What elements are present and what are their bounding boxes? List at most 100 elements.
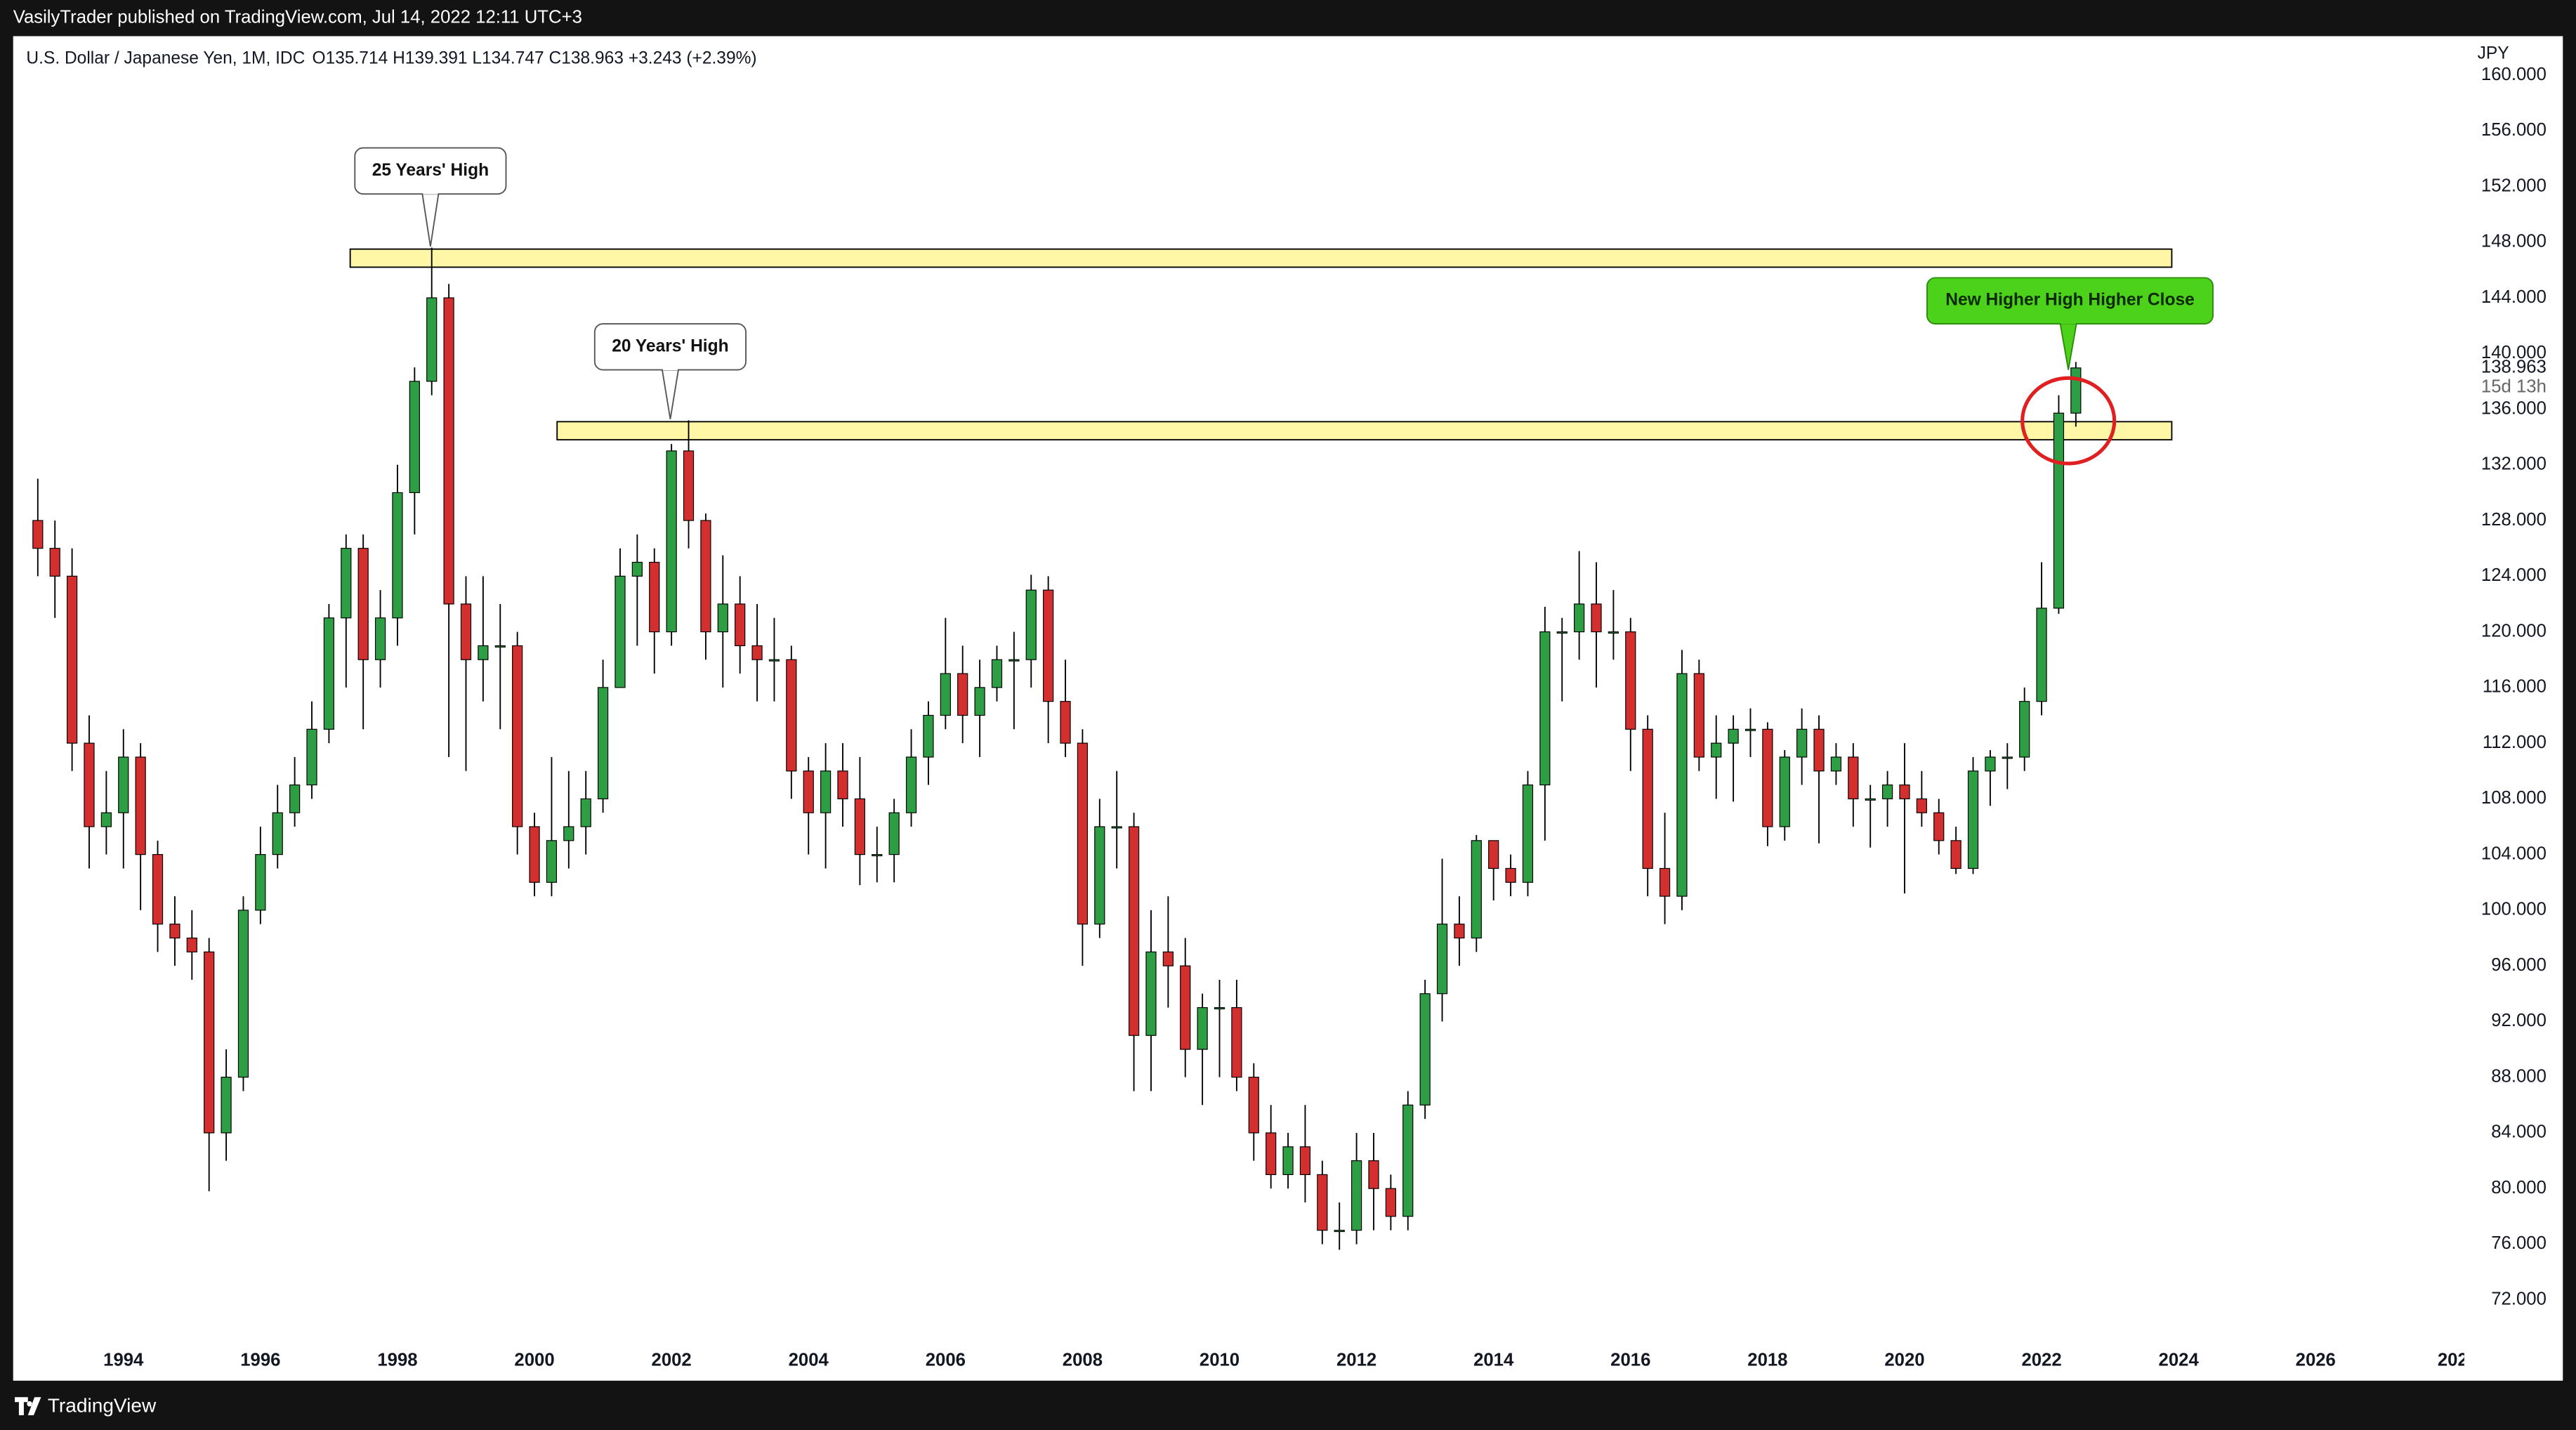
candle-body (923, 714, 934, 758)
candle-body (255, 854, 266, 911)
candle-body (631, 561, 643, 577)
candle-body (1505, 867, 1516, 883)
candle-body (169, 924, 180, 939)
price-axis: 72.000 76.000 80.000 84.000 88.000 92.000 96.0… (2481, 65, 2547, 1309)
x-tick-label: 2024 (2159, 1351, 2200, 1370)
x-tick-label: 2006 (926, 1351, 966, 1370)
x-tick-label: 1994 (103, 1351, 144, 1370)
candle-body (1197, 1007, 1208, 1050)
candle-body (1351, 1160, 1362, 1231)
zone (556, 421, 2173, 441)
candle-body (683, 450, 695, 521)
y-tick-label: 156.000 (2481, 120, 2547, 140)
candle-body (991, 659, 1003, 688)
symbol-title: U.S. Dollar / Japanese Yen, 1M, IDC (26, 49, 305, 68)
candle-body (1830, 756, 1842, 772)
y-tick-label: 144.000 (2481, 287, 2547, 307)
candle-body (306, 728, 317, 786)
candle-body (1248, 1077, 1259, 1134)
candle-body (152, 854, 164, 925)
y-tick-label: 148.000 (2481, 232, 2547, 251)
candle-body (221, 1077, 232, 1134)
candle-body (1334, 1230, 1345, 1233)
candle-body (1162, 951, 1174, 966)
candle-body (751, 645, 763, 660)
candle-body (1539, 631, 1551, 786)
candle-body (426, 297, 438, 382)
candle-body (1574, 603, 1585, 633)
candle-body (100, 812, 112, 827)
candle-body (563, 826, 574, 841)
x-tick-label: 2022 (2021, 1351, 2061, 1370)
y-tick-label: 136.000 (2481, 398, 2547, 418)
x-tick-label: 202 (2438, 1351, 2468, 1370)
candle-body (494, 645, 506, 648)
candle-body (940, 673, 951, 716)
candle-body (1025, 589, 1037, 660)
candle-body (957, 673, 968, 716)
candle-body (717, 603, 728, 633)
y-tick-label: 88.000 (2491, 1066, 2547, 1086)
callout-text: 25 Years' High (372, 161, 489, 180)
y-tick-label: 132.000 (2481, 454, 2547, 474)
candle-body (1556, 631, 1568, 634)
candle-body (1985, 756, 1996, 772)
candle-body (854, 798, 865, 855)
candle-body (1693, 673, 1704, 758)
publisher: VasilyTrader published on TradingView.co… (13, 8, 582, 27)
y-tick-label: 84.000 (2491, 1122, 2547, 1142)
candle-body (1779, 756, 1790, 827)
candle-body (837, 770, 848, 799)
y-tick-label: 72.000 (2491, 1290, 2547, 1309)
candle-body (1659, 867, 1671, 897)
y-tick-label: 160.000 (2481, 65, 2547, 84)
candle-body (1848, 756, 1859, 799)
candle-body (1077, 742, 1089, 925)
candle-body (341, 548, 352, 619)
x-tick-label: 2018 (1747, 1351, 1787, 1370)
candle-body (700, 520, 711, 633)
candle-body (1488, 840, 1499, 870)
y-tick-label: 140.000 (2481, 343, 2547, 362)
candle-body (1128, 826, 1140, 1036)
y-tick-label: 80.000 (2491, 1178, 2547, 1198)
x-tick-label: 2014 (1473, 1351, 1514, 1370)
candle-body (1881, 784, 1893, 799)
candle-body (84, 742, 95, 827)
candle-body (478, 645, 489, 660)
candle-body (1865, 798, 1876, 801)
y-tick-label: 100.000 (2481, 900, 2547, 919)
candle-body (1744, 728, 1756, 731)
candle-body (872, 854, 883, 857)
plot: 1994 1996 1998 2000 2002 2004 2006 2008 2010 2012… (32, 247, 2468, 1370)
y-tick-label: 76.000 (2491, 1233, 2547, 1253)
y-tick-label: 116.000 (2483, 677, 2547, 697)
brand: TradingView (48, 1395, 157, 1417)
candle-body (1796, 728, 1808, 758)
y-tick-label: 112.000 (2483, 733, 2547, 752)
candle-body (135, 756, 146, 855)
candle-body (1591, 603, 1602, 633)
annotations: 25 Years' High 20 Years' High New Higher H… (354, 147, 2214, 466)
candle-body (803, 770, 814, 813)
candle-body (2053, 412, 2065, 609)
candle-body (204, 951, 215, 1134)
candle-body (1282, 1146, 1294, 1175)
candle-body (905, 756, 917, 813)
x-tick-label: 2026 (2296, 1351, 2336, 1370)
y-tick-label: 120.000 (2481, 621, 2547, 641)
candle-body (615, 575, 626, 688)
candle-body (1008, 659, 1020, 662)
candle-body (1522, 784, 1534, 883)
candle-body (1385, 1188, 1396, 1217)
callout-pointer (2059, 322, 2077, 370)
candle-body (529, 826, 540, 883)
candle-body (443, 297, 454, 605)
logo-icon (15, 1397, 41, 1415)
candle-body (1676, 673, 1688, 897)
x-tick-label: 2002 (652, 1351, 692, 1370)
candle-body (597, 687, 609, 799)
candle-body (392, 492, 403, 619)
